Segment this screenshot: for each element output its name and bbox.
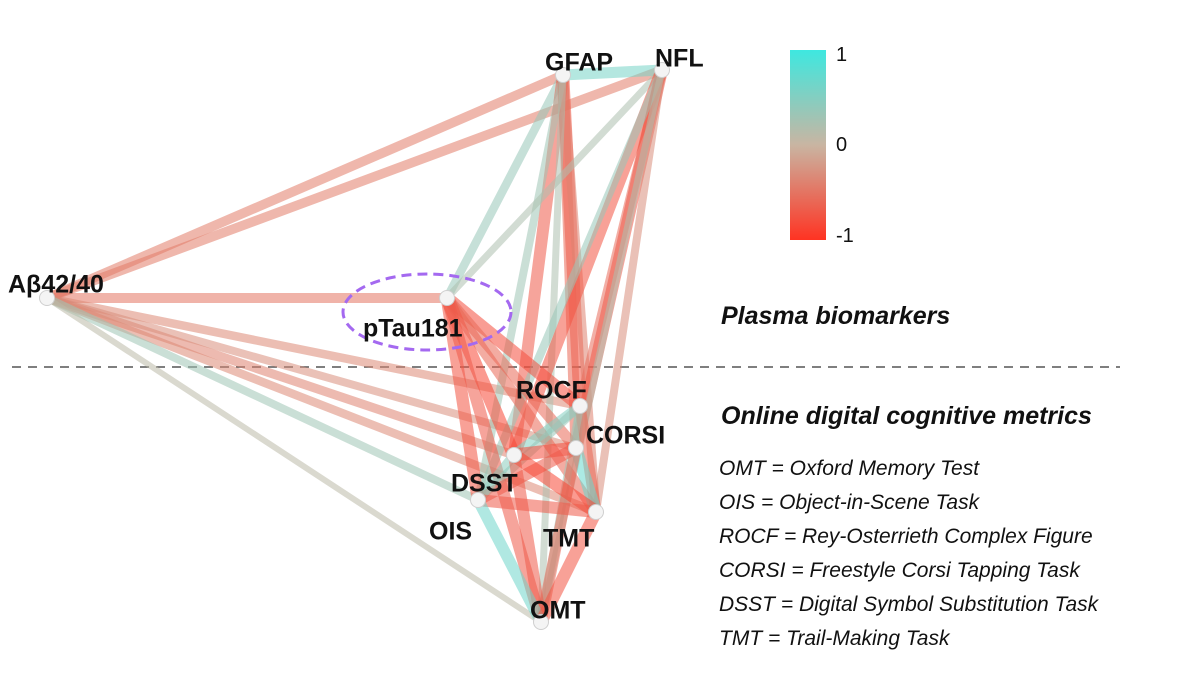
edge-ab-ois bbox=[43, 294, 482, 504]
edge-dsst-tmt bbox=[507, 448, 603, 519]
node-nfl bbox=[654, 62, 670, 78]
edges-layer bbox=[42, 63, 669, 629]
node-label-tmt: TMT bbox=[543, 525, 594, 553]
edge-ab-omt bbox=[44, 295, 544, 625]
edge-corsi-omt bbox=[535, 442, 582, 628]
edge-ois-tmt bbox=[472, 494, 602, 518]
edge-gfap-nfl bbox=[557, 64, 668, 81]
edge-dsst-omt bbox=[508, 449, 547, 628]
node-tmt bbox=[588, 504, 604, 520]
nodes-layer: GFAP NFL Aβ42/40 pTau181 ROCF CORSI DSST OIS TMT… bbox=[8, 45, 704, 630]
colorbar-min-label: -1 bbox=[836, 225, 854, 247]
cognitive-metrics-title: Online digital cognitive metrics bbox=[721, 402, 1092, 430]
legend-item-corsi: CORSI = Freestyle Corsi Tapping Task bbox=[719, 559, 1080, 582]
plasma-biomarkers-title: Plasma biomarkers bbox=[721, 302, 951, 330]
node-ptau bbox=[439, 290, 455, 306]
node-rocf bbox=[572, 398, 588, 414]
legend-item-tmt: TMT = Trail-Making Task bbox=[719, 627, 950, 650]
edge-ois-omt bbox=[472, 494, 547, 628]
colorbar-max-label: 1 bbox=[836, 44, 847, 66]
edge-dsst-ois bbox=[473, 450, 519, 505]
legend-item-omt: OMT = Oxford Memory Test bbox=[719, 457, 980, 480]
edge-corsi-ois bbox=[472, 442, 582, 506]
node-gfap bbox=[555, 67, 571, 83]
legend-item-rocf: ROCF = Rey-Osterrieth Complex Figure bbox=[719, 525, 1093, 548]
edge-gfap-ois bbox=[474, 71, 567, 504]
legend-item-dsst: DSST = Digital Symbol Substitution Task bbox=[719, 593, 1099, 616]
ptau181-highlight-ellipse bbox=[341, 272, 513, 352]
node-label-ab: Aβ42/40 bbox=[8, 271, 104, 299]
colorbar: 1 0 -1 bbox=[790, 44, 854, 247]
edge-nfl-ptau bbox=[443, 66, 666, 302]
node-dsst bbox=[506, 447, 522, 463]
abbreviation-legend: OMT = Oxford Memory Test OIS = Object-in… bbox=[719, 452, 1098, 656]
node-label-dsst: DSST bbox=[451, 470, 518, 498]
node-label-ois: OIS bbox=[429, 518, 472, 546]
edge-tmt-omt bbox=[534, 505, 603, 629]
edge-ptau-omt bbox=[441, 292, 547, 628]
node-label-rocf: ROCF bbox=[516, 377, 587, 405]
node-corsi bbox=[568, 440, 584, 456]
node-ois bbox=[470, 492, 486, 508]
node-label-omt: OMT bbox=[530, 597, 586, 625]
colorbar-gradient bbox=[790, 50, 826, 240]
edge-ab-gfap bbox=[42, 70, 568, 303]
node-label-corsi: CORSI bbox=[586, 422, 665, 450]
edge-nfl-tmt bbox=[592, 66, 666, 516]
node-label-ptau: pTau181 bbox=[363, 315, 463, 343]
edge-gfap-ptau bbox=[442, 70, 568, 303]
node-label-nfl: NFL bbox=[655, 45, 704, 73]
node-omt bbox=[533, 614, 549, 630]
node-ab bbox=[39, 290, 55, 306]
node-label-gfap: GFAP bbox=[545, 49, 613, 77]
colorbar-mid-label: 0 bbox=[836, 134, 847, 156]
legend-item-ois: OIS = Object-in-Scene Task bbox=[719, 491, 980, 514]
